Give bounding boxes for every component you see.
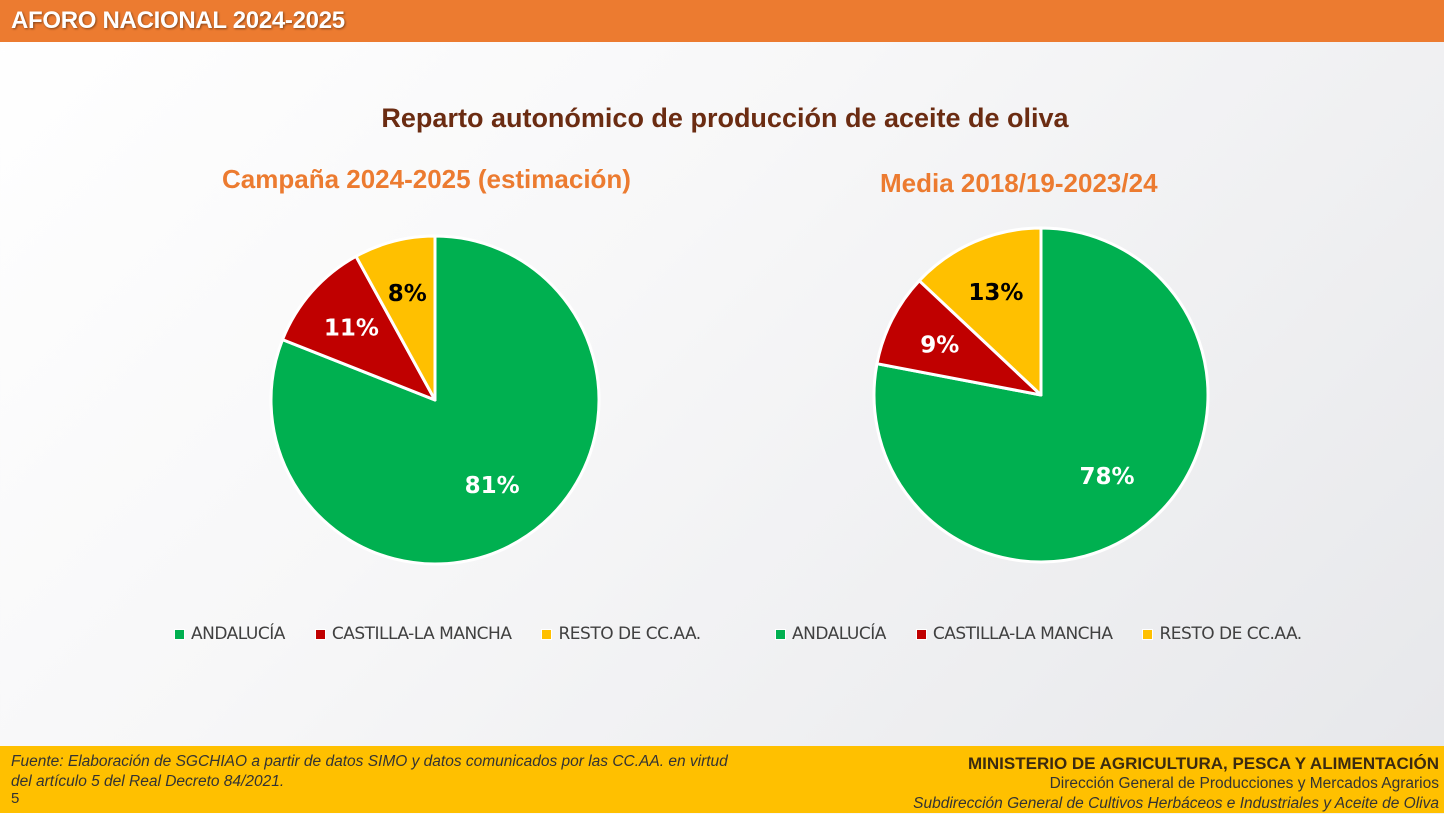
legend-item-resto: RESTO DE CC.AA.: [1142, 624, 1302, 644]
chart-1-slice-andalucia: [269, 234, 601, 566]
chart-2-slice-castilla: [875, 279, 1043, 397]
source-note: Fuente: Elaboración de SGCHIAO a partir …: [11, 752, 801, 792]
legend-swatch: [174, 628, 185, 640]
direccion-general: Dirección General de Producciones y Merc…: [1049, 775, 1439, 792]
chart-2-data-label-castilla: 9%: [920, 332, 959, 358]
chart-2-data-label-resto: 13%: [968, 280, 1023, 306]
legend-label: RESTO DE CC.AA.: [1159, 624, 1302, 644]
legend-item-andalucia: ANDALUCÍA: [775, 624, 886, 644]
source-line-1: Fuente: Elaboración de SGCHIAO a partir …: [11, 753, 728, 770]
chart-1-data-label-resto: 8%: [388, 281, 427, 307]
legend-item-castilla: CASTILLA-LA MANCHA: [314, 624, 512, 644]
legend-item-castilla: CASTILLA-LA MANCHA: [915, 624, 1113, 644]
chart-2-slice-andalucia: [872, 226, 1210, 564]
header-title: AFORO NACIONAL 2024-2025: [11, 7, 345, 34]
chart-1-title: Campaña 2024-2025 (estimación): [222, 164, 631, 194]
main-title: Reparto autonómico de producción de acei…: [381, 103, 1069, 133]
chart-1-data-label-castilla: 11%: [324, 315, 379, 341]
chart-2-data-label-andalucia: 78%: [1079, 464, 1134, 490]
legend-label: CASTILLA-LA MANCHA: [932, 624, 1113, 644]
legend-label: CASTILLA-LA MANCHA: [331, 624, 512, 644]
header-bar: AFORO NACIONAL 2024-2025: [0, 0, 1444, 42]
ministry-block: MINISTERIO DE AGRICULTURA, PESCA Y ALIME…: [913, 754, 1439, 814]
page-number: 5: [11, 790, 20, 807]
source-line-2: del artículo 5 del Real Decreto 84/2021.: [11, 773, 285, 790]
footer-bar: Fuente: Elaboración de SGCHIAO a partir …: [0, 746, 1444, 813]
legend-swatch: [775, 628, 786, 640]
legend-label: RESTO DE CC.AA.: [558, 624, 701, 644]
legend-swatch: [314, 628, 326, 640]
chart-1-slice-castilla: [281, 254, 437, 402]
legend-swatch: [1142, 628, 1154, 640]
chart-1-legend: ANDALUCÍA CASTILLA-LA MANCHA RESTO DE CC…: [174, 624, 731, 644]
subdireccion-general: Subdirección General de Cultivos Herbáce…: [913, 795, 1439, 812]
chart-2-slice-resto: [917, 226, 1043, 397]
legend-label: ANDALUCÍA: [191, 624, 285, 644]
ministry-name: MINISTERIO DE AGRICULTURA, PESCA Y ALIME…: [968, 754, 1439, 773]
chart-1-slice-resto: [354, 234, 437, 402]
legend-swatch: [541, 628, 553, 640]
legend-item-resto: RESTO DE CC.AA.: [541, 624, 701, 644]
chart-2-title: Media 2018/19-2023/24: [880, 168, 1158, 198]
legend-swatch: [915, 628, 927, 640]
chart-1-data-label-andalucia: 81%: [465, 473, 520, 499]
legend-item-andalucia: ANDALUCÍA: [174, 624, 285, 644]
chart-2-legend: ANDALUCÍA CASTILLA-LA MANCHA RESTO DE CC…: [775, 624, 1332, 644]
legend-label: ANDALUCÍA: [792, 624, 886, 644]
